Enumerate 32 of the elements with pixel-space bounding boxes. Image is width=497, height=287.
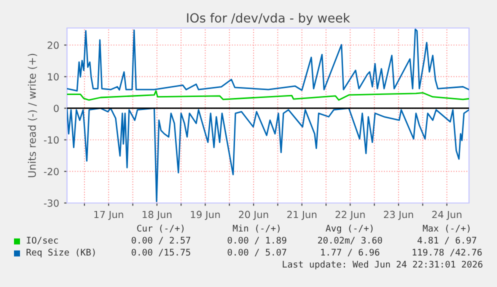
y-tick-label: -20 bbox=[44, 168, 59, 176]
text: 0.00 /15.75 bbox=[132, 248, 190, 256]
text: Cur (-/+) bbox=[137, 224, 184, 233]
text: 0.00 / 2.57 bbox=[132, 236, 190, 244]
x-tick-label: 18 Jun bbox=[142, 210, 172, 220]
y-tick-label: 10 bbox=[48, 73, 59, 80]
text: 4.81 / 6.97 bbox=[418, 236, 476, 244]
x-tick-label: 23 Jun bbox=[384, 210, 414, 220]
text: Max (-/+) bbox=[422, 224, 470, 233]
y-tick-label: 0 bbox=[54, 104, 59, 112]
x-tick-label: 21 Jun bbox=[287, 210, 316, 220]
text: Avg (-/+) bbox=[326, 224, 373, 234]
x-tick-label: 19 Jun bbox=[190, 210, 220, 220]
x-tick-label: 20 Jun bbox=[238, 210, 268, 220]
y-axis-title: Units read (-) / write (+) bbox=[28, 54, 38, 178]
text: 0.00 / 1.89 bbox=[228, 236, 286, 244]
text: Min (-/+) bbox=[232, 224, 280, 233]
legend-label: IO/sec bbox=[26, 236, 58, 244]
text: 20.02m/ 3.60 bbox=[318, 236, 382, 244]
text: 0.00 / 5.07 bbox=[228, 248, 286, 256]
line-series bbox=[67, 90, 469, 101]
y-tick-label: -30 bbox=[44, 199, 59, 207]
x-tick-label: 24 Jun bbox=[432, 210, 462, 220]
legend-label: Req Size (KB) bbox=[26, 248, 95, 258]
y-tick-label: -10 bbox=[44, 136, 59, 144]
text: Last update: Wed Jun 24 22:31:01 2026 bbox=[282, 260, 482, 270]
y-tick-label: 20 bbox=[48, 42, 59, 49]
text: 119.78 /42.76 bbox=[412, 248, 482, 256]
x-tick-label: 17 Jun bbox=[94, 210, 124, 220]
chart-title: IOs for /dev/vda - by week bbox=[187, 12, 350, 26]
x-tick-label: 22 Jun bbox=[336, 210, 365, 220]
text: 1.77 / 6.96 bbox=[321, 248, 380, 256]
